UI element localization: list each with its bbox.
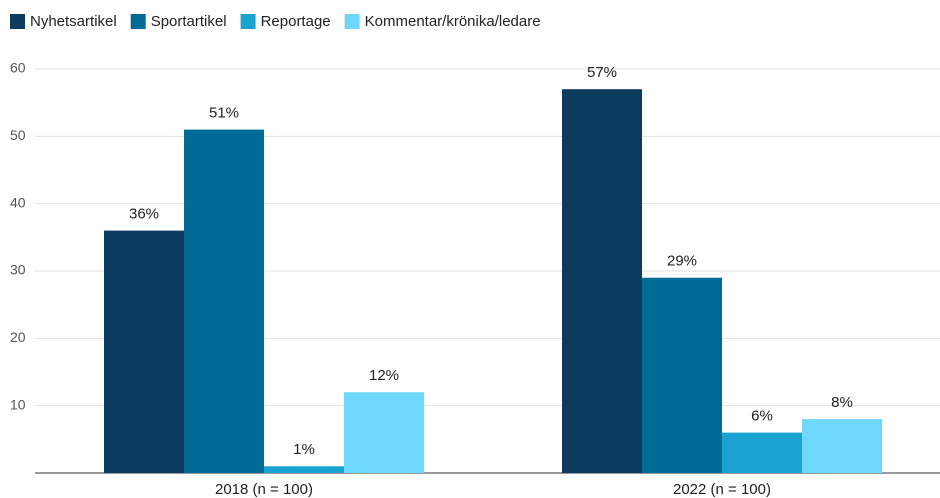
bar (264, 466, 344, 473)
y-tick-label: 30 (10, 262, 26, 278)
bar (802, 419, 882, 473)
bar (722, 432, 802, 473)
value-label: 12% (369, 367, 399, 384)
y-tick-label: 40 (10, 194, 26, 210)
x-tick-label: 2018 (n = 100) (215, 481, 313, 498)
bar (642, 277, 722, 473)
legend-label: Sportartikel (151, 13, 227, 30)
legend-swatch (130, 14, 146, 29)
y-tick-label: 50 (10, 127, 26, 143)
y-tick-label: 20 (10, 329, 26, 345)
value-label: 57% (587, 64, 617, 81)
legend-swatch (240, 14, 256, 29)
y-tick-label: 60 (10, 60, 26, 76)
value-label: 8% (831, 394, 853, 411)
value-label: 36% (129, 206, 159, 223)
legend-swatch (344, 14, 360, 29)
y-tick-label: 10 (10, 396, 26, 412)
value-label: 29% (667, 253, 697, 270)
bar (104, 230, 184, 473)
bar (184, 129, 264, 473)
x-tick-label: 2022 (n = 100) (673, 481, 771, 498)
legend-swatch (10, 14, 25, 29)
value-label: 6% (751, 408, 773, 425)
value-label: 51% (209, 105, 239, 122)
bar (562, 89, 642, 473)
legend-label: Kommentar/krönika/ledare (365, 13, 541, 30)
bar (344, 392, 424, 473)
value-label: 1% (293, 441, 315, 458)
legend-label: Reportage (261, 13, 331, 30)
legend-label: Nyhetsartikel (30, 13, 117, 30)
